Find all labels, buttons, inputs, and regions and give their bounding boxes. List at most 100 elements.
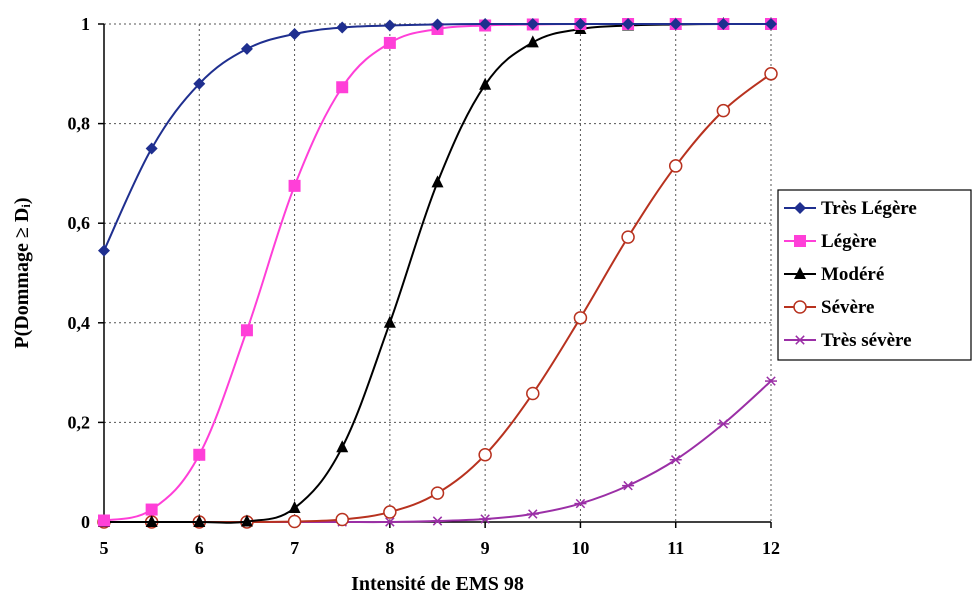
data-point bbox=[622, 18, 635, 30]
data-point bbox=[336, 21, 349, 34]
x-tick-label: 6 bbox=[195, 538, 204, 558]
legend-marker bbox=[794, 202, 806, 214]
x-tick-label: 8 bbox=[385, 538, 394, 558]
y-tick-label: 0 bbox=[81, 512, 90, 532]
data-point bbox=[526, 509, 539, 519]
data-point bbox=[573, 311, 588, 325]
data-point bbox=[668, 159, 683, 173]
legend-label: Légère bbox=[821, 231, 877, 252]
legend-item: Modéré bbox=[784, 264, 884, 285]
legend-marker bbox=[793, 300, 807, 314]
star-stroke bbox=[480, 514, 490, 524]
data-point bbox=[431, 18, 444, 31]
series-tres-legere bbox=[98, 18, 777, 257]
y-tick-label: 0,2 bbox=[68, 412, 91, 432]
data-point bbox=[669, 18, 682, 30]
data-point bbox=[240, 42, 253, 55]
y-axis-title: P(Dommage ≥ Dᵢ) bbox=[11, 197, 33, 348]
data-point bbox=[574, 498, 587, 509]
data-point bbox=[335, 512, 349, 527]
x-tick-label: 10 bbox=[571, 538, 589, 558]
data-point bbox=[193, 515, 206, 527]
data-point bbox=[717, 419, 730, 429]
legend-marker bbox=[794, 335, 806, 345]
x-axis-title: Intensité de EMS 98 bbox=[351, 573, 524, 595]
x-tick-label: 11 bbox=[667, 538, 684, 558]
data-point bbox=[621, 230, 635, 244]
data-point bbox=[431, 516, 444, 526]
star-stroke bbox=[623, 480, 633, 491]
legend-item: Très sévère bbox=[784, 330, 912, 351]
data-point bbox=[288, 179, 301, 192]
data-point bbox=[431, 175, 444, 188]
data-point bbox=[479, 18, 492, 30]
x-tick-label: 12 bbox=[762, 538, 780, 558]
data-point bbox=[240, 324, 253, 337]
series-line bbox=[103, 22, 771, 522]
star-stroke bbox=[718, 419, 729, 429]
star-stroke bbox=[385, 517, 395, 527]
series-line bbox=[104, 22, 772, 524]
series-legere bbox=[98, 18, 777, 527]
data-point bbox=[765, 18, 777, 30]
legend-marker bbox=[794, 267, 806, 279]
series-layer bbox=[97, 17, 778, 529]
data-point bbox=[336, 440, 349, 453]
legend-label: Modéré bbox=[821, 264, 884, 285]
data-point bbox=[193, 448, 206, 461]
data-point bbox=[479, 514, 492, 524]
data-point bbox=[287, 514, 302, 529]
star-stroke bbox=[575, 498, 586, 509]
data-point bbox=[145, 503, 158, 516]
legend: Très Légère Légère Modéré Sévère Très sévère bbox=[777, 189, 972, 361]
legend-label: Sévère bbox=[821, 297, 874, 318]
data-point bbox=[336, 81, 349, 94]
data-point bbox=[383, 19, 396, 32]
legend-label: Très Légère bbox=[821, 198, 917, 219]
x-tick-label: 5 bbox=[100, 538, 109, 558]
data-point bbox=[764, 67, 778, 81]
data-point bbox=[526, 18, 539, 30]
y-tick-label: 1 bbox=[81, 14, 90, 34]
data-point bbox=[669, 455, 682, 465]
data-point bbox=[193, 77, 206, 90]
x-tick-label: 7 bbox=[290, 538, 299, 558]
star-stroke bbox=[766, 376, 776, 386]
data-point bbox=[526, 35, 539, 48]
y-tick-label: 0,8 bbox=[68, 114, 91, 134]
data-point bbox=[383, 517, 396, 527]
legend-label: Très sévère bbox=[821, 330, 912, 351]
data-point bbox=[98, 244, 110, 257]
legend-item: Très Légère bbox=[784, 198, 917, 219]
data-point bbox=[430, 486, 445, 500]
data-point bbox=[574, 18, 587, 30]
data-point bbox=[288, 27, 301, 40]
data-point bbox=[479, 77, 492, 90]
data-point bbox=[478, 448, 492, 462]
data-point bbox=[383, 505, 397, 519]
legend-item: Sévère bbox=[784, 297, 874, 318]
x-tick-label: 9 bbox=[481, 538, 490, 558]
data-point bbox=[717, 18, 730, 30]
series-line bbox=[103, 22, 771, 252]
data-point bbox=[145, 142, 158, 155]
data-point bbox=[288, 501, 301, 514]
legend-marker bbox=[794, 235, 806, 247]
tick-labels: 5 6 7 8 9 10 11 12 0 0,2 0,4 0,6 0,8 1 bbox=[68, 14, 781, 558]
data-point bbox=[240, 514, 253, 527]
star-stroke bbox=[670, 455, 681, 465]
data-point bbox=[383, 315, 396, 328]
star-stroke bbox=[795, 335, 805, 345]
y-tick-label: 0,6 bbox=[68, 213, 91, 233]
y-tick-label: 0,4 bbox=[68, 313, 91, 333]
legend-item: Légère bbox=[784, 231, 877, 252]
data-point bbox=[383, 36, 396, 49]
star-stroke bbox=[528, 509, 538, 519]
data-point bbox=[526, 386, 540, 401]
data-point bbox=[765, 376, 777, 386]
star-stroke bbox=[432, 516, 443, 526]
data-point bbox=[145, 515, 158, 527]
data-point bbox=[98, 514, 110, 527]
data-point bbox=[716, 103, 731, 118]
